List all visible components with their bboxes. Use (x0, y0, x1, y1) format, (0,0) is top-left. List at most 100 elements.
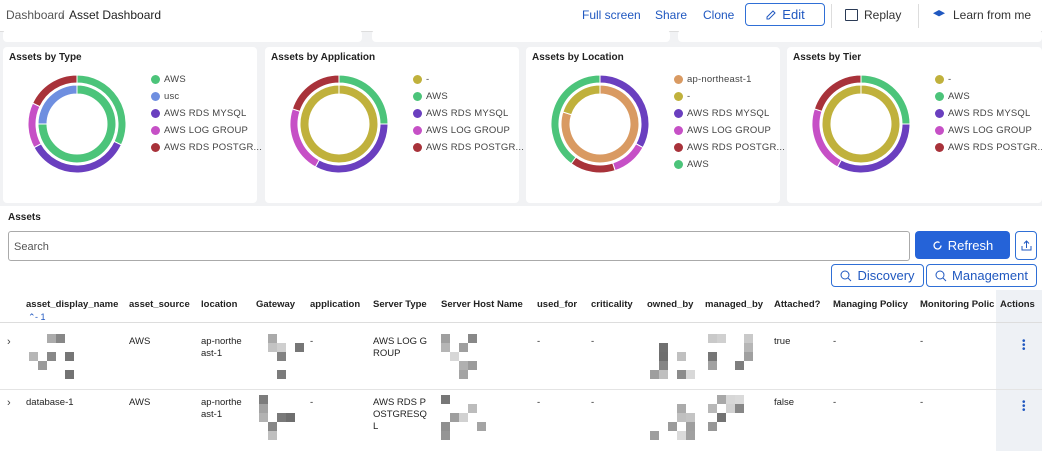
column-header[interactable]: Server Type (373, 299, 427, 310)
donut-segment[interactable] (37, 84, 117, 164)
legend-label[interactable]: AWS RDS POSTGR... (948, 142, 1042, 153)
column-header[interactable]: Gateway (256, 299, 296, 310)
table-cell: AWS LOG GROUP (373, 336, 428, 359)
legend-label[interactable]: AWS LOG GROUP (687, 125, 772, 136)
legend-label[interactable]: AWS RDS MYSQL (426, 108, 509, 119)
toolbar-button[interactable]: Learn from me (953, 8, 1032, 22)
column-header[interactable]: location (201, 299, 238, 310)
column-header[interactable]: Managing Policy (833, 299, 908, 310)
separator (831, 4, 832, 28)
legend-label[interactable]: AWS LOG GROUP (948, 125, 1033, 136)
legend-label[interactable]: - (948, 74, 952, 85)
expand-chevron[interactable]: › (7, 336, 11, 348)
column-header[interactable]: Monitoring Polic (920, 299, 995, 310)
redacted-block (708, 422, 717, 431)
column-header[interactable]: application (310, 299, 361, 310)
edit-button[interactable]: Edit (745, 3, 825, 26)
toolbar-button[interactable]: Share (655, 8, 688, 22)
actions-kebab[interactable]: • • • (1022, 336, 1026, 355)
section-title: Assets (8, 212, 41, 223)
management-button[interactable]: Management (926, 264, 1037, 287)
column-header[interactable]: managed_by (705, 299, 764, 310)
redacted-block (277, 343, 286, 352)
legend-label[interactable]: - (687, 91, 691, 102)
donut-segment[interactable] (821, 84, 901, 164)
redacted-block (441, 395, 450, 404)
redacted-block (65, 352, 74, 361)
redacted-block (286, 413, 295, 422)
donut-segment[interactable] (813, 74, 862, 112)
redacted-block (726, 404, 735, 413)
column-header[interactable]: criticality (591, 299, 633, 310)
legend-label[interactable]: AWS RDS POSTGR... (164, 142, 263, 153)
redacted-block (708, 404, 717, 413)
redacted-block (450, 413, 459, 422)
legend-label[interactable]: AWS RDS POSTGR... (687, 142, 786, 153)
donut-segment[interactable] (291, 74, 340, 112)
column-header[interactable]: Server Host Name (441, 299, 523, 310)
legend-dot (674, 160, 683, 169)
actions-kebab[interactable]: • • • (1022, 397, 1026, 416)
legend-dot (151, 126, 160, 135)
toolbar-button[interactable]: Replay (864, 8, 902, 22)
search-input[interactable] (8, 231, 910, 261)
breadcrumb-link[interactable]: Dashboard (6, 8, 65, 22)
column-header[interactable]: asset_source (129, 299, 190, 310)
chart-title: Assets by Application (271, 52, 376, 63)
toolbar-button[interactable]: Full screen (582, 8, 641, 22)
donut-segment[interactable] (37, 84, 78, 125)
redacted-block (468, 361, 477, 370)
redacted-block (47, 352, 56, 361)
export-button[interactable] (1015, 231, 1037, 260)
legend-label[interactable]: AWS RDS POSTGR... (426, 142, 525, 153)
chart-title: Assets by Type (9, 52, 82, 63)
breadcrumb-separator: / (61, 8, 65, 22)
legend-label[interactable]: AWS RDS MYSQL (948, 108, 1031, 119)
assets-section (0, 206, 1042, 451)
column-header[interactable]: asset_display_name (26, 299, 119, 310)
redacted-block (468, 404, 477, 413)
legend-label[interactable]: AWS (164, 74, 186, 85)
redacted-block (677, 413, 686, 422)
legend-dot (674, 109, 683, 118)
donut-segment[interactable] (31, 74, 78, 108)
table-cell: ap-northeast-1 (201, 397, 242, 420)
redacted-block (659, 352, 668, 361)
redacted-block (677, 404, 686, 413)
legend-label[interactable]: AWS LOG GROUP (164, 125, 249, 136)
legend-dot (935, 126, 944, 135)
legend-label[interactable]: AWS LOG GROUP (426, 125, 511, 136)
donut-segment[interactable] (550, 74, 601, 165)
table-cell: ap-northeast-1 (201, 336, 242, 359)
column-header[interactable]: Attached? (774, 299, 821, 310)
legend-label[interactable]: AWS (948, 91, 970, 102)
discovery-button[interactable]: Discovery (831, 264, 924, 287)
refresh-button[interactable]: Refresh (915, 231, 1010, 259)
column-header[interactable]: used_for (537, 299, 578, 310)
redacted-block (29, 352, 38, 361)
table-cell: - (920, 336, 924, 347)
expand-chevron[interactable]: › (7, 397, 11, 409)
legend-label[interactable]: AWS RDS MYSQL (164, 108, 247, 119)
redacted-block (459, 361, 468, 370)
management-label: Management (952, 268, 1028, 283)
table-cell: - (833, 336, 837, 347)
redacted-block (268, 343, 277, 352)
redacted-block (717, 395, 726, 404)
legend-label[interactable]: AWS (426, 91, 448, 102)
legend-label[interactable]: AWS (687, 159, 709, 170)
redacted-block (708, 352, 717, 361)
table-cell: AWS (129, 397, 151, 408)
legend-label[interactable]: usc (164, 91, 180, 102)
donut-segment[interactable] (562, 84, 601, 116)
legend-label[interactable]: ap-northeast-1 (687, 74, 752, 85)
toolbar-button[interactable]: Clone (703, 8, 735, 22)
export-icon (1021, 240, 1031, 251)
donut-segment[interactable] (299, 84, 379, 164)
column-header[interactable]: owned_by (647, 299, 694, 310)
legend-label[interactable]: AWS RDS MYSQL (687, 108, 770, 119)
legend-label[interactable]: - (426, 74, 430, 85)
table-cell: - (310, 336, 314, 347)
column-header[interactable]: Actions (1000, 299, 1035, 310)
